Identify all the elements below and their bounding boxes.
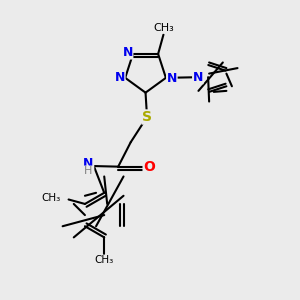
- Text: N: N: [115, 71, 125, 84]
- Text: CH₃: CH₃: [153, 23, 174, 33]
- Text: CH₃: CH₃: [41, 193, 60, 203]
- Text: N: N: [83, 157, 94, 170]
- Text: N: N: [122, 46, 133, 59]
- Text: H: H: [84, 166, 93, 176]
- Text: CH₃: CH₃: [94, 255, 114, 265]
- Text: S: S: [142, 110, 152, 124]
- Text: N: N: [167, 72, 177, 85]
- Text: N: N: [193, 71, 203, 84]
- Text: O: O: [143, 160, 155, 174]
